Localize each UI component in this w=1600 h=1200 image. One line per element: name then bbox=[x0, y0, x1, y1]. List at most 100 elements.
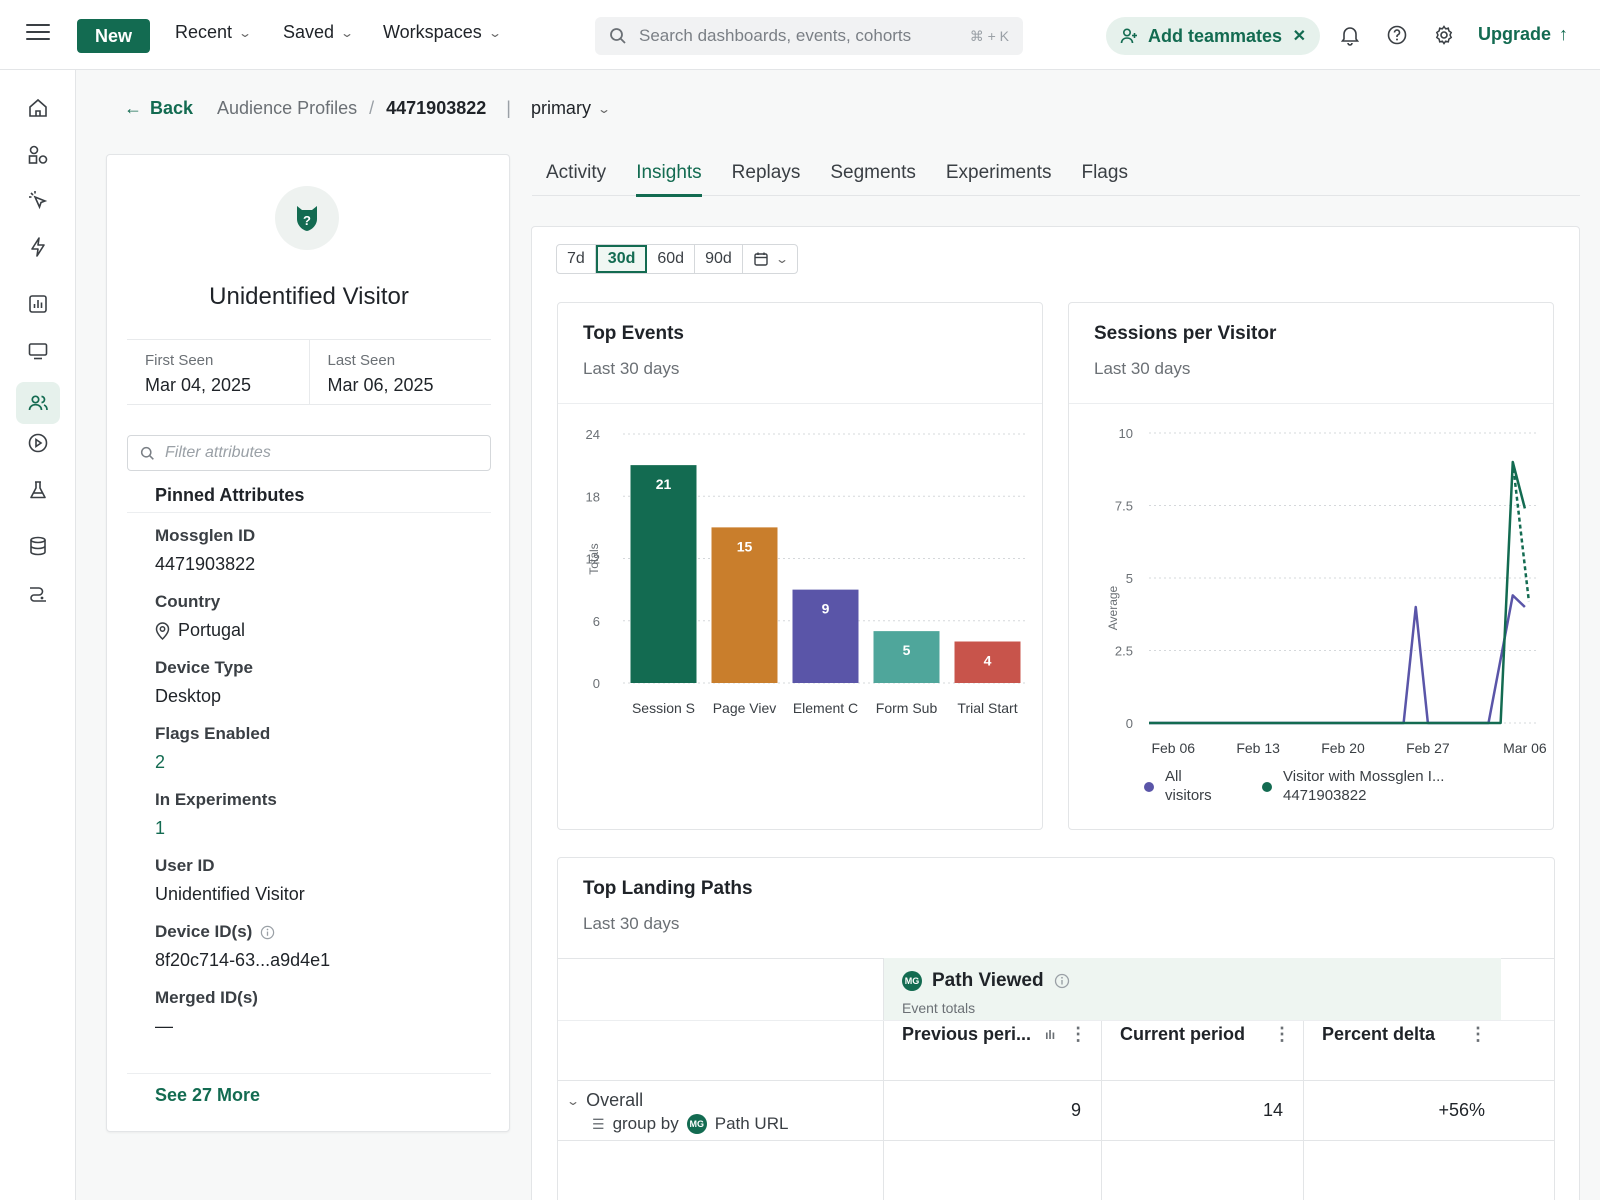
tab-insights[interactable]: Insights bbox=[636, 150, 703, 197]
y-tick-label: 24 bbox=[586, 427, 600, 442]
breadcrumb-separator: / bbox=[369, 98, 375, 118]
avatar: ? bbox=[275, 186, 339, 250]
column-header-current[interactable]: Current period ⋮ bbox=[1120, 1024, 1291, 1045]
experiments-link[interactable]: 1 bbox=[155, 818, 166, 838]
more-icon[interactable]: ⋮ bbox=[1069, 1024, 1088, 1044]
legend-marker bbox=[1262, 782, 1272, 792]
last-seen-value: Mar 06, 2025 bbox=[327, 375, 434, 395]
tab-activity[interactable]: Activity bbox=[546, 162, 607, 183]
bar-data-label: 4 bbox=[984, 653, 992, 669]
chevron-down-icon: ⌄ bbox=[238, 25, 253, 40]
help-icon[interactable] bbox=[1386, 24, 1408, 46]
see-more-link[interactable]: See 27 More bbox=[155, 1085, 261, 1105]
sessions-per-visitor-card: Sessions per Visitor Last 30 days 0 2.5 5 7… bbox=[1068, 302, 1554, 830]
database-icon[interactable] bbox=[26, 534, 50, 558]
bar bbox=[873, 631, 940, 683]
upgrade-label: Upgrade bbox=[1478, 24, 1552, 44]
location-pin-icon bbox=[155, 621, 170, 640]
series-line bbox=[1149, 460, 1527, 725]
range-90d[interactable]: 90d bbox=[695, 245, 743, 273]
flask-icon[interactable] bbox=[26, 478, 50, 502]
filter-attributes-input[interactable]: Filter attributes bbox=[127, 435, 491, 471]
attribute-value: Desktop bbox=[155, 686, 222, 706]
bell-icon[interactable] bbox=[1339, 24, 1361, 46]
home-icon[interactable] bbox=[26, 96, 50, 120]
tab-segments[interactable]: Segments bbox=[830, 162, 916, 183]
breadcrumb-parent-link[interactable]: Audience Profiles bbox=[217, 98, 358, 118]
info-icon[interactable] bbox=[1054, 973, 1070, 989]
column-label: Current period bbox=[1120, 1024, 1246, 1044]
custom-date-dropdown[interactable]: ⌄ bbox=[743, 245, 797, 273]
search-input[interactable]: Search dashboards, events, cohorts ⌘ + K bbox=[595, 17, 1023, 55]
metric-header bbox=[883, 958, 1501, 1020]
search-placeholder: Search dashboards, events, cohorts bbox=[639, 26, 912, 45]
flags-enabled-link[interactable]: 2 bbox=[155, 752, 166, 772]
monitor-icon[interactable] bbox=[26, 339, 50, 363]
close-icon[interactable]: ✕ bbox=[1292, 28, 1306, 45]
more-icon[interactable]: ⋮ bbox=[1273, 1024, 1292, 1044]
back-label: Back bbox=[150, 98, 194, 118]
click-icon[interactable] bbox=[26, 188, 50, 212]
legend-label: 4471903822 bbox=[1283, 787, 1366, 804]
overall-row-label[interactable]: ⌄ Overall bbox=[565, 1090, 643, 1111]
top-landing-paths-card: Top Landing Paths Last 30 days MG Path V… bbox=[557, 857, 1555, 1200]
menu-icon[interactable] bbox=[26, 24, 50, 44]
attribute-value: — bbox=[155, 1016, 173, 1036]
tab-flags[interactable]: Flags bbox=[1081, 162, 1128, 183]
arrow-left-icon: ← bbox=[124, 98, 142, 118]
lightning-icon[interactable] bbox=[26, 235, 50, 259]
range-30d[interactable]: 30d bbox=[595, 245, 648, 273]
column-label: Previous peri... bbox=[902, 1024, 1032, 1044]
device-ids-label: Device ID(s) bbox=[155, 922, 253, 941]
metric-title: MG Path Viewed bbox=[902, 970, 1070, 992]
environment-select[interactable]: primary ⌄ bbox=[531, 98, 611, 119]
top-bar: New Recent ⌄ Saved ⌄ Workspaces ⌄ Search… bbox=[0, 0, 1600, 70]
search-shortcut: ⌘ + K bbox=[969, 27, 1009, 44]
top-events-card: Top Events Last 30 days 0 6 12 18 24 Totals 21… bbox=[557, 302, 1043, 830]
attribute-key: User ID bbox=[155, 856, 215, 875]
group-by: ☰ group by MG Path URL bbox=[592, 1114, 788, 1134]
column-header-previous[interactable]: Previous peri... ılı ⋮ bbox=[902, 1024, 1087, 1045]
sessions-line-chart: 0 2.5 5 7.5 10 Average Feb 06 Feb 13 Feb 20 Feb 2… bbox=[1106, 426, 1547, 804]
search-icon bbox=[140, 446, 154, 460]
bar-data-label: 21 bbox=[656, 476, 672, 492]
attribute-country: Country Portugal bbox=[155, 592, 245, 641]
y-tick-label: 2.5 bbox=[1115, 644, 1133, 659]
tab-replays[interactable]: Replays bbox=[731, 162, 801, 183]
chevron-down-icon[interactable]: ⌄ bbox=[565, 1093, 581, 1108]
filter-placeholder: Filter attributes bbox=[165, 444, 271, 461]
y-tick-label: 0 bbox=[1126, 716, 1133, 731]
new-button[interactable]: New bbox=[77, 19, 150, 53]
play-circle-icon[interactable] bbox=[26, 431, 50, 455]
tab-experiments[interactable]: Experiments bbox=[945, 162, 1052, 183]
recent-menu[interactable]: Recent ⌄ bbox=[175, 22, 253, 43]
card-subtitle: Last 30 days bbox=[1094, 359, 1191, 378]
last-seen: Last Seen Mar 06, 2025 bbox=[308, 340, 492, 404]
range-7d[interactable]: 7d bbox=[557, 245, 596, 273]
info-icon[interactable] bbox=[260, 925, 275, 940]
saved-menu[interactable]: Saved ⌄ bbox=[283, 22, 354, 43]
users-icon[interactable] bbox=[26, 391, 50, 415]
divider bbox=[558, 403, 1042, 404]
upgrade-button[interactable]: Upgrade ↑ bbox=[1478, 24, 1568, 45]
attribute-value: Portugal bbox=[155, 620, 245, 641]
card-title: Top Events bbox=[583, 323, 684, 344]
column-divider bbox=[883, 958, 884, 1200]
column-header-delta[interactable]: Percent delta ⋮ bbox=[1322, 1024, 1487, 1045]
attribute-value: Unidentified Visitor bbox=[155, 884, 305, 904]
pipeline-icon[interactable] bbox=[26, 581, 50, 605]
back-button[interactable]: ← Back bbox=[124, 98, 193, 119]
gear-icon[interactable] bbox=[1433, 24, 1455, 46]
add-teammates-button[interactable]: Add teammates ✕ bbox=[1106, 17, 1320, 55]
y-axis-label: Totals bbox=[587, 543, 601, 574]
sort-icon[interactable]: ılı bbox=[1045, 1027, 1056, 1042]
card-subtitle: Last 30 days bbox=[583, 359, 680, 378]
bar-chart-icon[interactable] bbox=[26, 292, 50, 316]
shapes-icon[interactable] bbox=[26, 143, 50, 167]
more-icon[interactable]: ⋮ bbox=[1469, 1024, 1488, 1044]
range-60d[interactable]: 60d bbox=[647, 245, 696, 273]
divider bbox=[127, 512, 491, 513]
top-events-bar-chart: 0 6 12 18 24 Totals 21 Session S 15 Page Viev 9 Ele… bbox=[586, 427, 1028, 716]
workspaces-menu[interactable]: Workspaces ⌄ bbox=[383, 22, 502, 43]
attribute-device-type: Device Type Desktop bbox=[155, 658, 253, 707]
